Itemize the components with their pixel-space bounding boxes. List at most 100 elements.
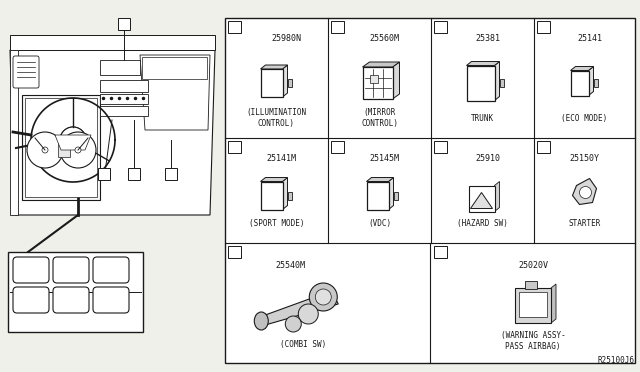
Polygon shape [495, 182, 499, 212]
Circle shape [298, 304, 318, 324]
Bar [570, 71, 589, 96]
Text: H: H [102, 170, 106, 179]
Bar [434, 21, 447, 33]
Bar [468, 186, 495, 212]
Polygon shape [10, 50, 18, 215]
Bar [228, 21, 241, 33]
FancyBboxPatch shape [13, 257, 49, 283]
Bar [525, 281, 537, 289]
Text: C: C [438, 22, 443, 32]
Text: (WARNING ASSY-
PASS AIRBAG): (WARNING ASSY- PASS AIRBAG) [500, 331, 565, 351]
Text: 25141M: 25141M [267, 154, 297, 163]
Bar [287, 192, 291, 199]
Text: I: I [232, 247, 237, 257]
Text: 25150Y: 25150Y [570, 154, 600, 163]
Bar [394, 192, 397, 199]
Polygon shape [259, 291, 339, 327]
FancyBboxPatch shape [53, 257, 89, 283]
Polygon shape [367, 177, 394, 182]
Bar [369, 75, 378, 83]
Text: H: H [541, 142, 546, 151]
Bar [8, 252, 143, 332]
Text: R25100J6: R25100J6 [598, 356, 635, 365]
Bar [100, 106, 148, 116]
Text: 25540M: 25540M [276, 260, 306, 269]
Text: D: D [541, 22, 546, 32]
Bar [287, 79, 291, 87]
Text: F: F [108, 295, 114, 305]
Bar [331, 141, 344, 153]
Bar [434, 246, 447, 258]
Text: 25381: 25381 [475, 33, 500, 42]
Text: C: C [108, 265, 114, 275]
Text: (COMBI SW): (COMBI SW) [280, 340, 326, 350]
Bar [367, 182, 388, 209]
Bar [228, 246, 241, 258]
Polygon shape [570, 67, 593, 71]
Circle shape [309, 283, 337, 311]
Text: A: A [28, 265, 34, 275]
Circle shape [27, 132, 63, 168]
Text: W
S: W S [529, 298, 532, 308]
Circle shape [579, 186, 591, 199]
Circle shape [285, 316, 301, 332]
Text: 25980N: 25980N [272, 33, 302, 42]
Polygon shape [392, 62, 399, 99]
Text: (ECO MODE): (ECO MODE) [561, 113, 607, 122]
Text: 25020V: 25020V [518, 260, 548, 269]
Polygon shape [10, 35, 215, 50]
Text: 25145M: 25145M [370, 154, 399, 163]
FancyBboxPatch shape [53, 287, 89, 313]
Text: K: K [438, 247, 443, 257]
Bar [118, 18, 130, 30]
Polygon shape [282, 65, 287, 97]
Text: (ILLUMINATION
CONTROL): (ILLUMINATION CONTROL) [246, 108, 307, 128]
Bar [434, 141, 447, 153]
Bar [467, 65, 495, 100]
Bar [331, 21, 344, 33]
Text: (MIRROR
CONTROL): (MIRROR CONTROL) [361, 108, 398, 128]
Bar [58, 143, 70, 157]
Bar [260, 182, 282, 209]
Bar [225, 18, 635, 363]
Text: (HAZARD SW): (HAZARD SW) [457, 218, 508, 228]
Ellipse shape [254, 312, 268, 330]
Bar [165, 168, 177, 180]
Text: 25560M: 25560M [370, 33, 399, 42]
Bar [362, 67, 392, 99]
Text: K: K [168, 170, 173, 179]
Circle shape [42, 147, 48, 153]
Polygon shape [388, 177, 394, 209]
Text: 25910: 25910 [475, 154, 500, 163]
Polygon shape [551, 284, 556, 323]
Polygon shape [55, 135, 91, 150]
Bar [499, 79, 504, 87]
Polygon shape [467, 61, 499, 65]
Bar [98, 168, 110, 180]
Polygon shape [589, 67, 593, 96]
Bar [515, 288, 551, 323]
FancyBboxPatch shape [93, 287, 129, 313]
Bar [128, 168, 140, 180]
Bar [260, 69, 282, 97]
Polygon shape [140, 55, 210, 130]
Polygon shape [470, 192, 493, 208]
Bar [100, 94, 148, 104]
Text: (SPORT MODE): (SPORT MODE) [249, 218, 304, 228]
Text: D: D [28, 295, 34, 305]
Circle shape [75, 147, 81, 153]
Text: 25141: 25141 [577, 33, 602, 42]
Text: (VDC): (VDC) [368, 218, 391, 228]
Bar [593, 79, 598, 87]
Text: G: G [438, 142, 443, 151]
Text: B: B [335, 22, 340, 32]
Bar [100, 80, 148, 92]
Text: B: B [68, 265, 74, 275]
Polygon shape [10, 50, 215, 215]
Text: G: G [131, 170, 136, 179]
Circle shape [316, 289, 332, 305]
Polygon shape [25, 98, 97, 197]
Bar [142, 57, 207, 79]
Text: E: E [68, 295, 74, 305]
FancyBboxPatch shape [13, 56, 39, 88]
